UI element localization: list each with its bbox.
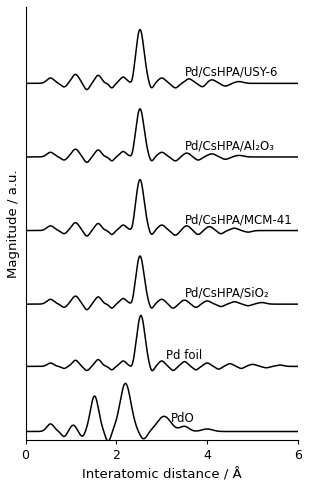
Text: Pd/CsHPA/Al₂O₃: Pd/CsHPA/Al₂O₃ (184, 140, 275, 152)
Text: Pd/CsHPA/USY-6: Pd/CsHPA/USY-6 (184, 66, 278, 79)
Text: Pd foil: Pd foil (166, 349, 202, 362)
Text: PdO: PdO (171, 412, 195, 425)
X-axis label: Interatomic distance / Å: Interatomic distance / Å (82, 468, 241, 481)
Y-axis label: Magnitude / a.u.: Magnitude / a.u. (7, 169, 20, 278)
Text: Pd/CsHPA/SiO₂: Pd/CsHPA/SiO₂ (184, 286, 269, 300)
Text: Pd/CsHPA/MCM-41: Pd/CsHPA/MCM-41 (184, 213, 292, 226)
